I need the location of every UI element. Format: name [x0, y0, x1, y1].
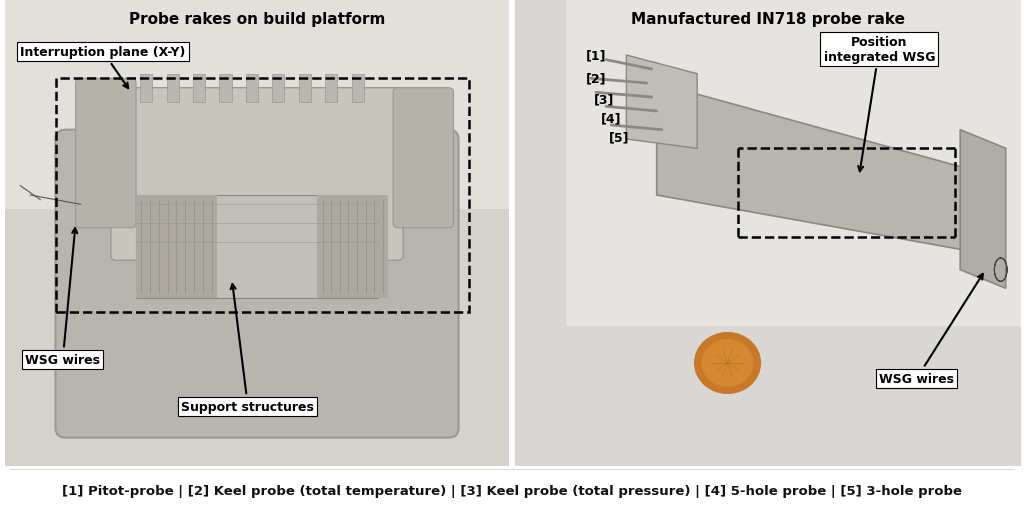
Bar: [194, 74, 205, 102]
Bar: [565, 0, 1021, 326]
Text: Support structures: Support structures: [181, 285, 314, 413]
FancyBboxPatch shape: [111, 89, 403, 261]
Text: Probe rakes on build platform: Probe rakes on build platform: [129, 12, 385, 26]
Text: Manufactured IN718 probe rake: Manufactured IN718 probe rake: [631, 12, 905, 26]
Bar: [351, 74, 364, 102]
Text: WSG wires: WSG wires: [880, 274, 983, 385]
Bar: [140, 74, 153, 102]
Text: [4]: [4]: [601, 112, 622, 125]
Text: [2]: [2]: [586, 73, 606, 86]
Text: [1] Pitot-probe | [2] Keel probe (total temperature) | [3] Keel probe (total pre: [1] Pitot-probe | [2] Keel probe (total …: [62, 485, 962, 497]
FancyBboxPatch shape: [76, 79, 136, 228]
Text: [1]: [1]: [586, 49, 606, 63]
Polygon shape: [656, 84, 995, 256]
Text: [5]: [5]: [608, 131, 629, 144]
Text: WSG wires: WSG wires: [26, 229, 100, 366]
Polygon shape: [961, 130, 1006, 289]
FancyBboxPatch shape: [393, 89, 454, 228]
FancyBboxPatch shape: [136, 195, 378, 298]
Bar: [272, 74, 285, 102]
Bar: [55, 79, 469, 312]
Bar: [326, 74, 337, 102]
Bar: [246, 74, 258, 102]
Polygon shape: [627, 56, 697, 149]
FancyBboxPatch shape: [136, 195, 217, 298]
Bar: [5, 0, 509, 210]
Bar: [167, 74, 178, 102]
Text: Interruption plane (X-Y): Interruption plane (X-Y): [20, 46, 185, 89]
FancyBboxPatch shape: [55, 130, 459, 438]
Circle shape: [694, 333, 761, 393]
FancyBboxPatch shape: [317, 195, 388, 298]
Bar: [299, 74, 311, 102]
Circle shape: [702, 340, 753, 386]
Bar: [219, 74, 231, 102]
Text: [3]: [3]: [594, 94, 613, 106]
Text: Position
integrated WSG: Position integrated WSG: [823, 36, 935, 172]
